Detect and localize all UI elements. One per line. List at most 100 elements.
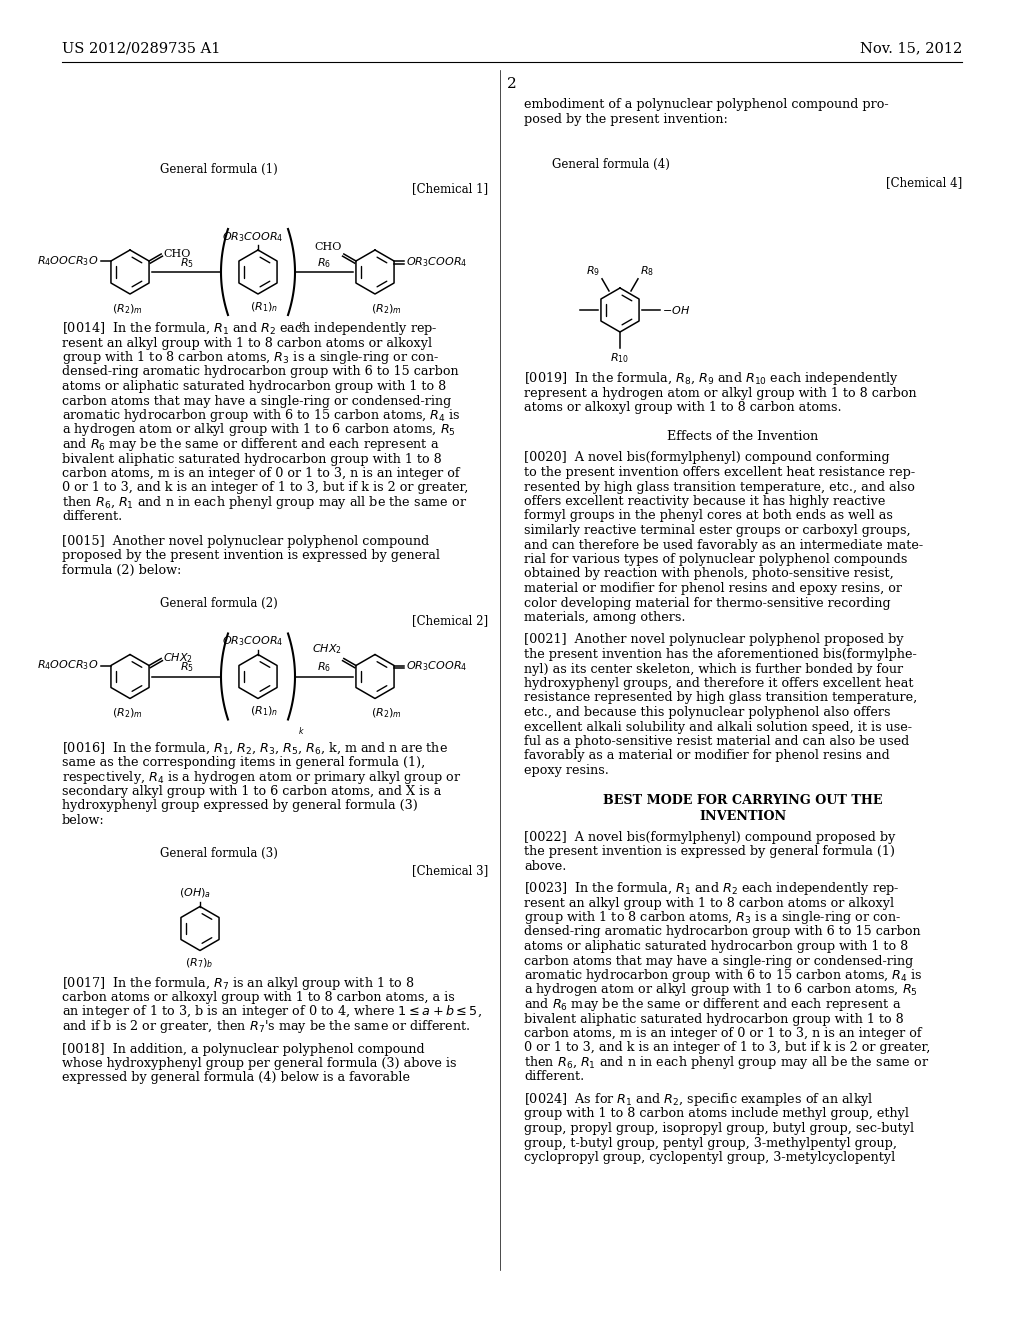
Text: 2: 2 <box>507 77 517 91</box>
Text: expressed by general formula (4) below is a favorable: expressed by general formula (4) below i… <box>62 1072 410 1085</box>
Text: $R_5$: $R_5$ <box>179 661 194 675</box>
Text: [0023]  In the formula, $R_1$ and $R_2$ each independently rep-: [0023] In the formula, $R_1$ and $R_2$ e… <box>524 880 900 898</box>
Text: material or modifier for phenol resins and epoxy resins, or: material or modifier for phenol resins a… <box>524 582 902 595</box>
Text: group with 1 to 8 carbon atoms include methyl group, ethyl: group with 1 to 8 carbon atoms include m… <box>524 1107 909 1121</box>
Text: atoms or alkoxyl group with 1 to 8 carbon atoms.: atoms or alkoxyl group with 1 to 8 carbo… <box>524 401 842 414</box>
Text: same as the corresponding items in general formula (1),: same as the corresponding items in gener… <box>62 756 425 770</box>
Text: $R_8$: $R_8$ <box>640 264 654 277</box>
Text: an integer of 1 to 3, b is an integer of 0 to 4, where $1\leq a+b\leq 5$,: an integer of 1 to 3, b is an integer of… <box>62 1003 482 1020</box>
Text: and if b is 2 or greater, then $R_7$'s may be the same or different.: and if b is 2 or greater, then $R_7$'s m… <box>62 1018 471 1035</box>
Text: offers excellent reactivity because it has highly reactive: offers excellent reactivity because it h… <box>524 495 886 508</box>
Text: respectively, $R_4$ is a hydrogen atom or primary alkyl group or: respectively, $R_4$ is a hydrogen atom o… <box>62 768 462 785</box>
Text: cyclopropyl group, cyclopentyl group, 3-metylcyclopentyl: cyclopropyl group, cyclopentyl group, 3-… <box>524 1151 895 1164</box>
Text: CHO: CHO <box>163 249 190 259</box>
Text: ful as a photo-sensitive resist material and can also be used: ful as a photo-sensitive resist material… <box>524 735 909 748</box>
Text: 0 or 1 to 3, and k is an integer of 1 to 3, but if k is 2 or greater,: 0 or 1 to 3, and k is an integer of 1 to… <box>524 1041 931 1055</box>
Text: different.: different. <box>524 1071 585 1084</box>
Text: obtained by reaction with phenols, photo-sensitive resist,: obtained by reaction with phenols, photo… <box>524 568 894 581</box>
Text: [0024]  As for $R_1$ and $R_2$, specific examples of an alkyl: [0024] As for $R_1$ and $R_2$, specific … <box>524 1092 873 1107</box>
Text: group with 1 to 8 carbon atoms, $R_3$ is a single-ring or con-: group with 1 to 8 carbon atoms, $R_3$ is… <box>62 348 439 366</box>
Text: Nov. 15, 2012: Nov. 15, 2012 <box>860 41 962 55</box>
Text: $R_9$: $R_9$ <box>586 264 600 277</box>
Text: whose hydroxyphenyl group per general formula (3) above is: whose hydroxyphenyl group per general fo… <box>62 1057 457 1071</box>
Text: General formula (2): General formula (2) <box>160 597 278 610</box>
Text: $OR_3COOR_4$: $OR_3COOR_4$ <box>222 230 284 244</box>
Text: different.: different. <box>62 511 122 524</box>
Text: then $R_6$, $R_1$ and n in each phenyl group may all be the same or: then $R_6$, $R_1$ and n in each phenyl g… <box>62 494 467 511</box>
Text: atoms or aliphatic saturated hydrocarbon group with 1 to 8: atoms or aliphatic saturated hydrocarbon… <box>62 380 446 393</box>
Text: embodiment of a polynuclear polyphenol compound pro-: embodiment of a polynuclear polyphenol c… <box>524 98 889 111</box>
Text: favorably as a material or modifier for phenol resins and: favorably as a material or modifier for … <box>524 750 890 763</box>
Text: $R_5$: $R_5$ <box>179 256 194 271</box>
Text: etc., and because this polynuclear polyphenol also offers: etc., and because this polynuclear polyp… <box>524 706 891 719</box>
Text: General formula (4): General formula (4) <box>552 158 670 172</box>
Text: $-OH$: $-OH$ <box>662 304 690 315</box>
Text: posed by the present invention:: posed by the present invention: <box>524 112 728 125</box>
Text: similarly reactive terminal ester groups or carboxyl groups,: similarly reactive terminal ester groups… <box>524 524 910 537</box>
Text: the present invention is expressed by general formula (1): the present invention is expressed by ge… <box>524 845 895 858</box>
Text: resistance represented by high glass transition temperature,: resistance represented by high glass tra… <box>524 692 918 705</box>
Text: $OR_3COOR_4$: $OR_3COOR_4$ <box>222 635 284 648</box>
Text: a hydrogen atom or alkyl group with 1 to 6 carbon atoms, $R_5$: a hydrogen atom or alkyl group with 1 to… <box>524 982 918 998</box>
Text: materials, among others.: materials, among others. <box>524 611 685 624</box>
Text: resent an alkyl group with 1 to 8 carbon atoms or alkoxyl: resent an alkyl group with 1 to 8 carbon… <box>62 337 432 350</box>
Text: [0020]  A novel bis(formylphenyl) compound conforming: [0020] A novel bis(formylphenyl) compoun… <box>524 451 890 465</box>
Text: resented by high glass transition temperature, etc., and also: resented by high glass transition temper… <box>524 480 914 494</box>
Text: and $R_6$ may be the same or different and each represent a: and $R_6$ may be the same or different a… <box>524 997 901 1012</box>
Text: and $R_6$ may be the same or different and each represent a: and $R_6$ may be the same or different a… <box>62 436 439 453</box>
Text: [Chemical 2]: [Chemical 2] <box>412 615 488 627</box>
Text: $(R_2)_m$: $(R_2)_m$ <box>371 302 401 315</box>
Text: $_k$: $_k$ <box>298 321 305 334</box>
Text: carbon atoms, m is an integer of 0 or 1 to 3, n is an integer of: carbon atoms, m is an integer of 0 or 1 … <box>524 1027 922 1040</box>
Text: Effects of the Invention: Effects of the Invention <box>668 429 818 442</box>
Text: 0 or 1 to 3, and k is an integer of 1 to 3, but if k is 2 or greater,: 0 or 1 to 3, and k is an integer of 1 to… <box>62 482 468 495</box>
Text: carbon atoms, m is an integer of 0 or 1 to 3, n is an integer of: carbon atoms, m is an integer of 0 or 1 … <box>62 467 460 480</box>
Text: excellent alkali solubility and alkali solution speed, it is use-: excellent alkali solubility and alkali s… <box>524 721 912 734</box>
Text: [0014]  In the formula, $R_1$ and $R_2$ each independently rep-: [0014] In the formula, $R_1$ and $R_2$ e… <box>62 319 437 337</box>
Text: below:: below: <box>62 814 104 828</box>
Text: group with 1 to 8 carbon atoms, $R_3$ is a single-ring or con-: group with 1 to 8 carbon atoms, $R_3$ is… <box>524 909 901 927</box>
Text: formula (2) below:: formula (2) below: <box>62 564 181 577</box>
Text: $R_4OOCR_3O$: $R_4OOCR_3O$ <box>38 253 99 268</box>
Text: $(R_2)_m$: $(R_2)_m$ <box>371 706 401 721</box>
Text: secondary alkyl group with 1 to 6 carbon atoms, and X is a: secondary alkyl group with 1 to 6 carbon… <box>62 785 441 799</box>
Text: hydroxyphenyl groups, and therefore it offers excellent heat: hydroxyphenyl groups, and therefore it o… <box>524 677 913 690</box>
Text: densed-ring aromatic hydrocarbon group with 6 to 15 carbon: densed-ring aromatic hydrocarbon group w… <box>62 366 459 379</box>
Text: formyl groups in the phenyl cores at both ends as well as: formyl groups in the phenyl cores at bot… <box>524 510 893 523</box>
Text: General formula (1): General formula (1) <box>160 162 278 176</box>
Text: General formula (3): General formula (3) <box>160 846 278 859</box>
Text: [Chemical 1]: [Chemical 1] <box>412 182 488 195</box>
Text: hydroxyphenyl group expressed by general formula (3): hydroxyphenyl group expressed by general… <box>62 800 418 813</box>
Text: [0019]  In the formula, $R_8$, $R_9$ and $R_{10}$ each independently: [0019] In the formula, $R_8$, $R_9$ and … <box>524 370 899 387</box>
Text: represent a hydrogen atom or alkyl group with 1 to 8 carbon: represent a hydrogen atom or alkyl group… <box>524 387 916 400</box>
Text: [Chemical 4]: [Chemical 4] <box>886 176 962 189</box>
Text: group, propyl group, isopropyl group, butyl group, sec-butyl: group, propyl group, isopropyl group, bu… <box>524 1122 914 1135</box>
Text: densed-ring aromatic hydrocarbon group with 6 to 15 carbon: densed-ring aromatic hydrocarbon group w… <box>524 925 921 939</box>
Text: $(R_1)_n$: $(R_1)_n$ <box>250 705 279 718</box>
Text: a hydrogen atom or alkyl group with 1 to 6 carbon atoms, $R_5$: a hydrogen atom or alkyl group with 1 to… <box>62 421 456 438</box>
Text: [0021]  Another novel polynuclear polyphenol proposed by: [0021] Another novel polynuclear polyphe… <box>524 634 903 647</box>
Text: $(R_7)_b$: $(R_7)_b$ <box>185 957 213 970</box>
Text: bivalent aliphatic saturated hydrocarbon group with 1 to 8: bivalent aliphatic saturated hydrocarbon… <box>62 453 441 466</box>
Text: BEST MODE FOR CARRYING OUT THE: BEST MODE FOR CARRYING OUT THE <box>603 795 883 808</box>
Text: aromatic hydrocarbon group with 6 to 15 carbon atoms, $R_4$ is: aromatic hydrocarbon group with 6 to 15 … <box>62 407 461 424</box>
Text: [Chemical 3]: [Chemical 3] <box>412 865 488 878</box>
Text: CHO: CHO <box>314 242 342 252</box>
Text: $R_4OOCR_3O$: $R_4OOCR_3O$ <box>38 659 99 672</box>
Text: bivalent aliphatic saturated hydrocarbon group with 1 to 8: bivalent aliphatic saturated hydrocarbon… <box>524 1012 904 1026</box>
Text: carbon atoms that may have a single-ring or condensed-ring: carbon atoms that may have a single-ring… <box>62 395 452 408</box>
Text: [0016]  In the formula, $R_1$, $R_2$, $R_3$, $R_5$, $R_6$, k, m and n are the: [0016] In the formula, $R_1$, $R_2$, $R_… <box>62 741 449 756</box>
Text: atoms or aliphatic saturated hydrocarbon group with 1 to 8: atoms or aliphatic saturated hydrocarbon… <box>524 940 908 953</box>
Text: to the present invention offers excellent heat resistance rep-: to the present invention offers excellen… <box>524 466 915 479</box>
Text: US 2012/0289735 A1: US 2012/0289735 A1 <box>62 41 220 55</box>
Text: $R_6$: $R_6$ <box>317 661 331 675</box>
Text: resent an alkyl group with 1 to 8 carbon atoms or alkoxyl: resent an alkyl group with 1 to 8 carbon… <box>524 896 894 909</box>
Text: nyl) as its center skeleton, which is further bonded by four: nyl) as its center skeleton, which is fu… <box>524 663 903 676</box>
Text: $OR_3COOR_4$: $OR_3COOR_4$ <box>407 660 467 673</box>
Text: [0015]  Another novel polynuclear polyphenol compound: [0015] Another novel polynuclear polyphe… <box>62 535 429 548</box>
Text: INVENTION: INVENTION <box>699 810 786 824</box>
Text: and can therefore be used favorably as an intermediate mate-: and can therefore be used favorably as a… <box>524 539 923 552</box>
Text: [0018]  In addition, a polynuclear polyphenol compound: [0018] In addition, a polynuclear polyph… <box>62 1043 425 1056</box>
Text: proposed by the present invention is expressed by general: proposed by the present invention is exp… <box>62 549 440 562</box>
Text: $OR_3COOR_4$: $OR_3COOR_4$ <box>407 255 467 269</box>
